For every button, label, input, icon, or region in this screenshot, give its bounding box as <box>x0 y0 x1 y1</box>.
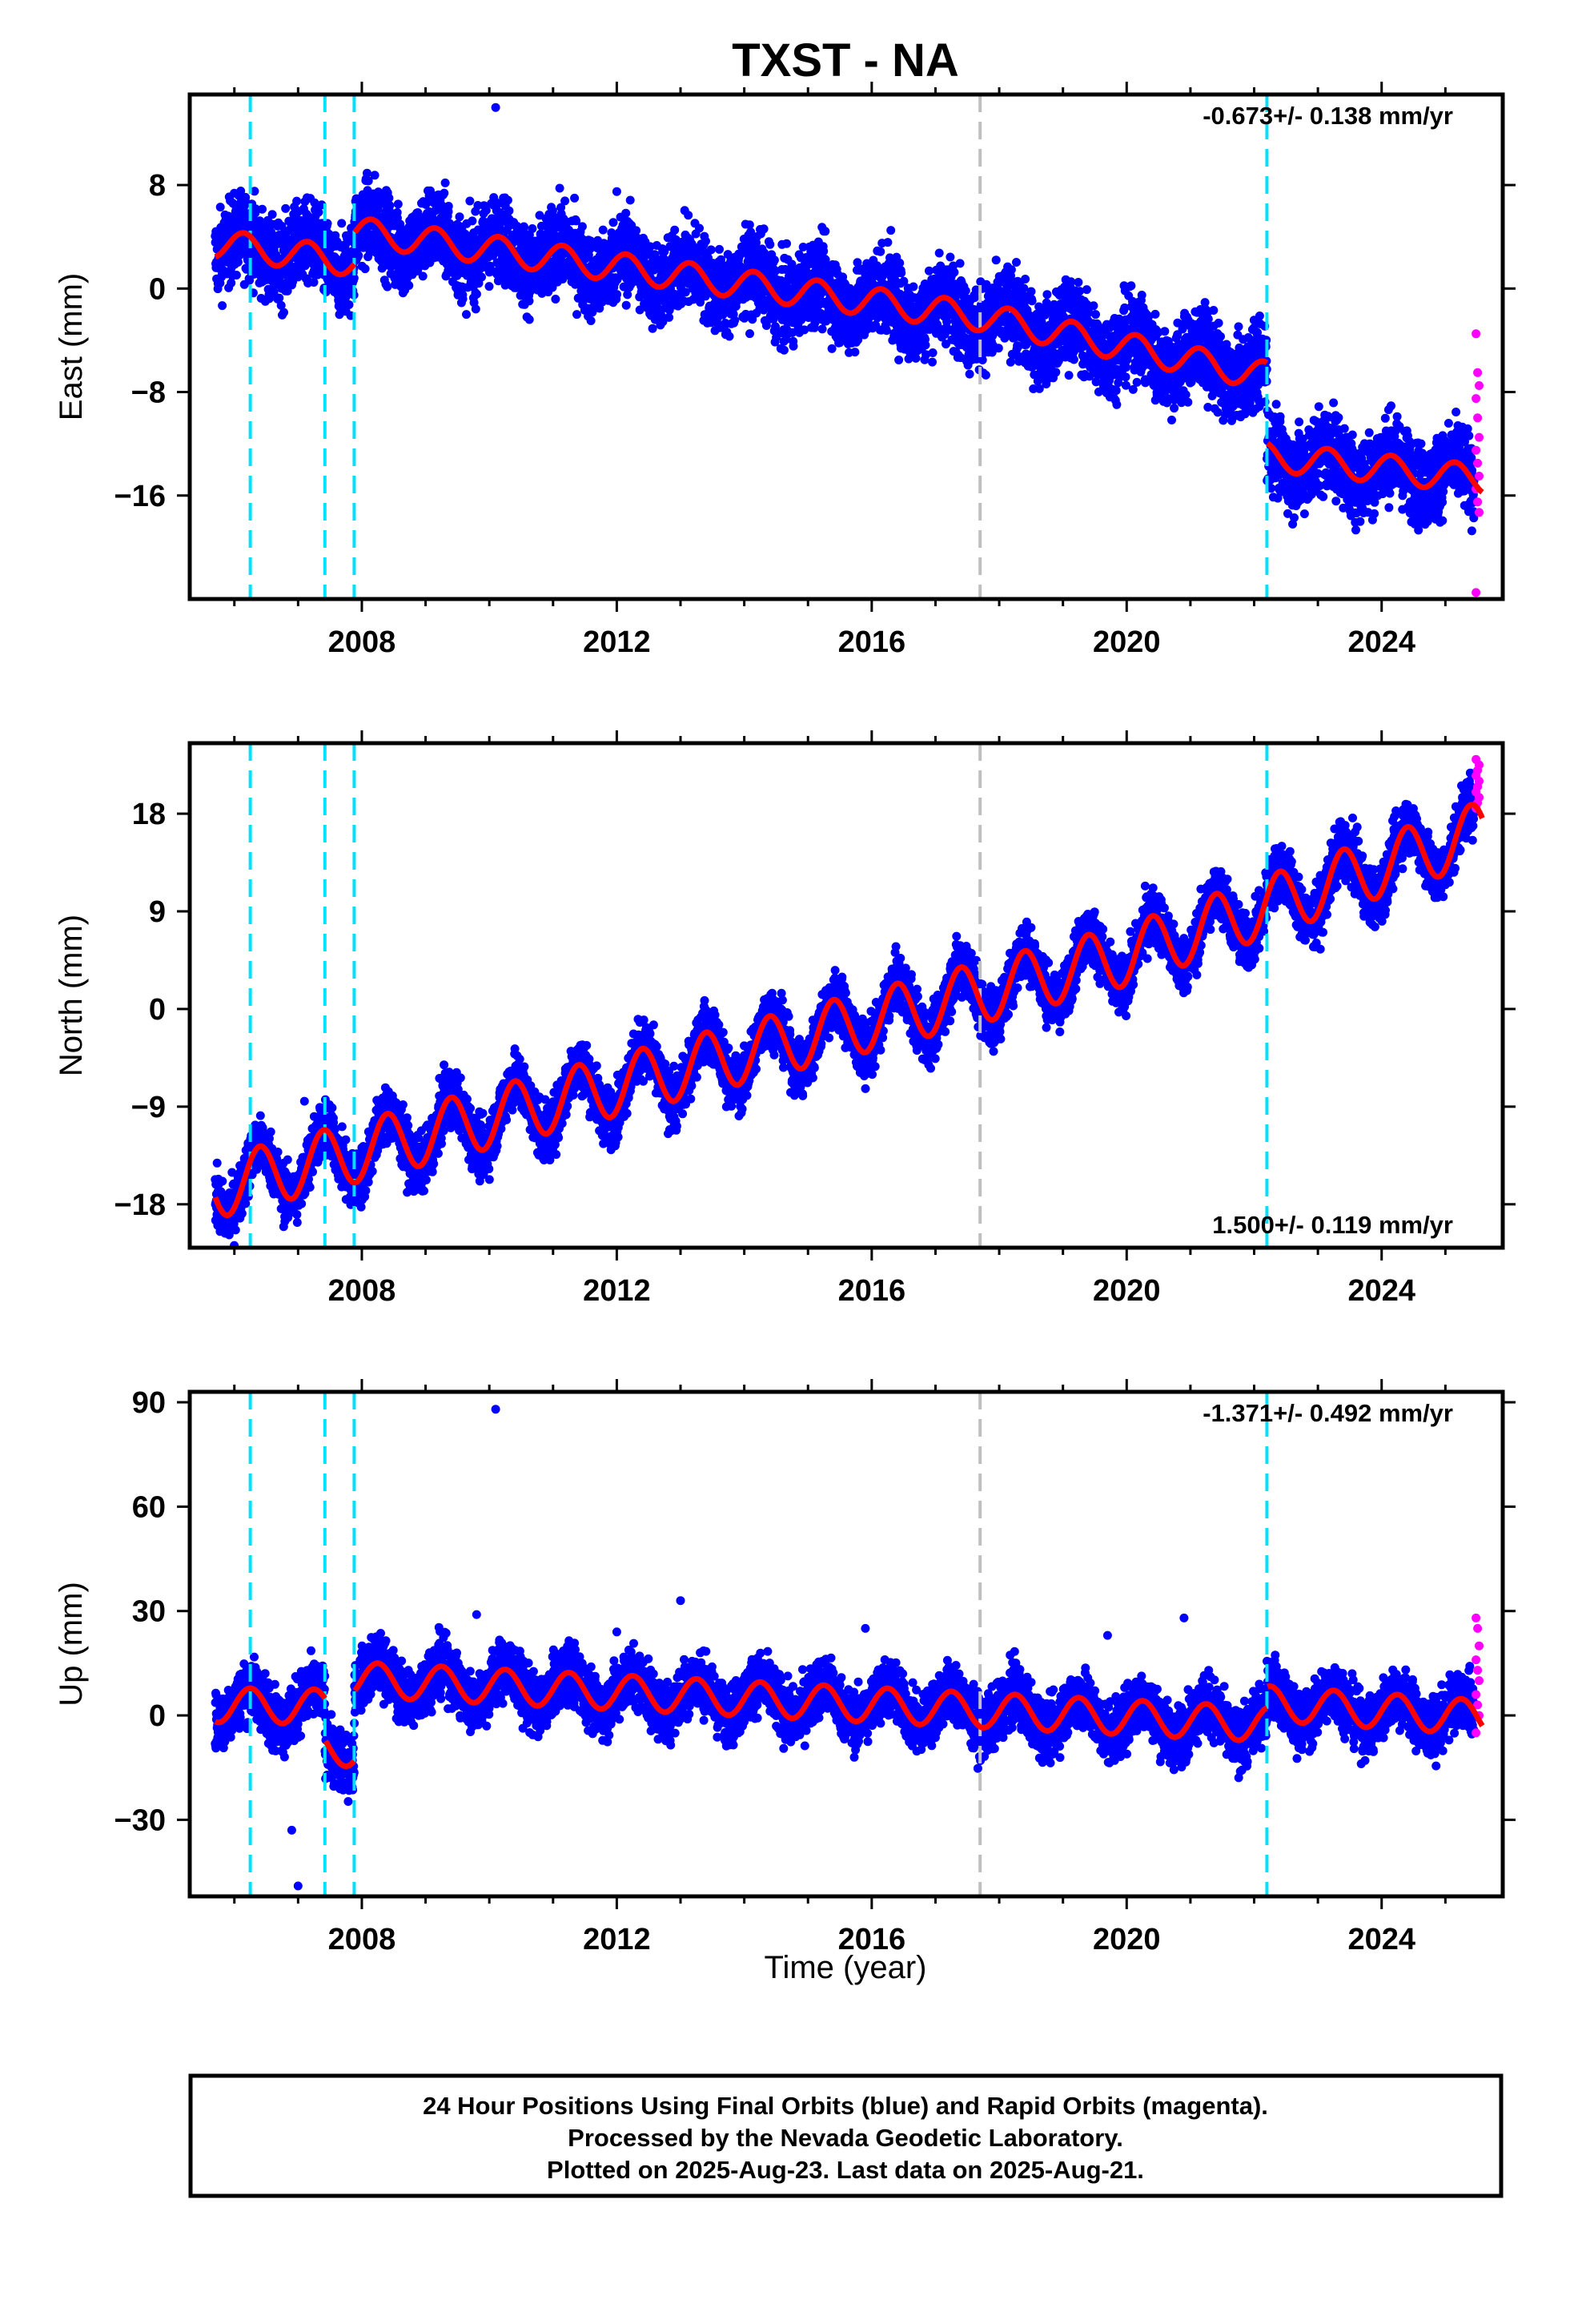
y-tick-label: 0 <box>149 993 166 1027</box>
x-tick-label: 2012 <box>583 625 651 659</box>
x-tick-label: 2024 <box>1347 1923 1415 1956</box>
y-tick-label: −9 <box>131 1091 166 1124</box>
panels: 2008 2012 2016 2020 2024 8 0 −8 −16 East (mm) -0.6… <box>54 82 1516 1956</box>
y-axis-label-north: North (mm) <box>54 915 89 1076</box>
frame-up <box>187 1389 1505 1899</box>
y-tick-label: 60 <box>132 1490 166 1524</box>
rapid-orbit-points-east <box>1472 329 1484 597</box>
x-tick-label: 2008 <box>328 1274 396 1308</box>
x-tick-label: 2012 <box>583 1274 651 1308</box>
plot-area-up <box>211 1392 1485 1896</box>
x-tick-label: 2024 <box>1347 1274 1415 1308</box>
final-orbit-points-up <box>211 1405 1479 1891</box>
y-tick-label: 0 <box>149 1699 166 1733</box>
plot-area-east <box>211 94 1485 599</box>
y-tick-label: 9 <box>149 895 166 929</box>
y-tick-label: 8 <box>149 169 166 203</box>
x-tick-label: 2008 <box>328 625 396 659</box>
panel-up: 2008 2012 2016 2020 2024 90 60 30 0 −30 Up (mm) -1.… <box>54 1379 1516 1956</box>
x-axis-label: Time (year) <box>765 1950 927 1985</box>
x-tick-label: 2020 <box>1093 625 1161 659</box>
y-tick-label: 18 <box>132 798 166 831</box>
y-tick-label: −16 <box>114 480 166 513</box>
x-tick-label: 2020 <box>1093 1274 1161 1308</box>
plot-area-north <box>211 743 1485 1248</box>
y-tick-label: 90 <box>132 1386 166 1420</box>
y-tick-label: −30 <box>114 1803 166 1837</box>
panel-north: 2008 2012 2016 2020 2024 18 9 0 −9 −18 North (mm) 1… <box>54 730 1516 1308</box>
y-tick-label: 30 <box>132 1595 166 1629</box>
model-fit-line-north <box>212 802 1485 1218</box>
chart-title: TXST - NA <box>732 34 959 86</box>
x-tick-label: 2016 <box>838 625 906 659</box>
x-tick-label: 2008 <box>328 1923 396 1956</box>
y-tick-label: −8 <box>131 376 166 410</box>
footer-line-2: Processed by the Nevada Geodetic Laborat… <box>568 2124 1123 2152</box>
frame-east <box>187 92 1505 601</box>
y-tick-label: 0 <box>149 272 166 306</box>
y-axis-label-east: East (mm) <box>54 273 89 420</box>
rate-annotation-up: -1.371+/- 0.492 mm/yr <box>1203 1399 1453 1427</box>
rapid-orbit-points-north <box>1472 754 1484 813</box>
x-tick-label: 2024 <box>1347 625 1415 659</box>
rate-annotation-north: 1.500+/- 0.119 mm/yr <box>1212 1211 1453 1239</box>
model-fit-line-up <box>213 1660 1485 1770</box>
x-tick-label: 2020 <box>1093 1923 1161 1956</box>
x-tick-label: 2016 <box>838 1274 906 1308</box>
panel-east: 2008 2012 2016 2020 2024 8 0 −8 −16 East (mm) -0.6… <box>54 82 1516 659</box>
rate-annotation-east: -0.673+/- 0.138 mm/yr <box>1203 102 1453 130</box>
x-tick-label: 2016 <box>838 1923 906 1956</box>
y-axis-label-up: Up (mm) <box>54 1582 89 1707</box>
y-tick-label: −18 <box>114 1188 166 1222</box>
x-tick-label: 2012 <box>583 1923 651 1956</box>
frame-north <box>187 741 1505 1250</box>
footer-box <box>188 2073 1504 2198</box>
model-fit-line-east <box>213 216 1485 495</box>
footer-line-1: 24 Hour Positions Using Final Orbits (bl… <box>423 2092 1268 2120</box>
footer-line-3: Plotted on 2025-Aug-23. Last data on 202… <box>547 2156 1144 2184</box>
